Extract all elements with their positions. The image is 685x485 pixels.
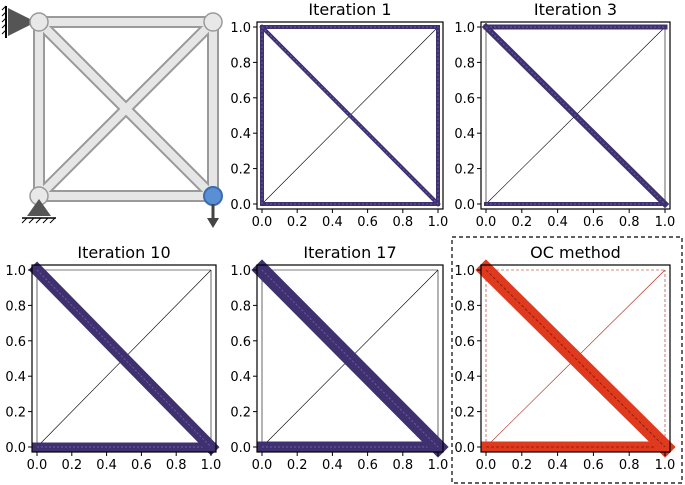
panel-iteration-17: Iteration 17 0.0 0.2 0.4 0.6 0.8 1.0 0.0 0.2 0.4 0… bbox=[230, 243, 449, 473]
x-tick-label: 1.0 bbox=[428, 215, 449, 230]
x-tick-label: 0.0 bbox=[252, 215, 273, 230]
wall-support-icon bbox=[1, 5, 36, 38]
member-centerline-diag-down bbox=[485, 26, 666, 205]
y-tick-label: 0.2 bbox=[230, 406, 251, 421]
y-tick-label: 0.2 bbox=[454, 406, 475, 421]
y-tick-label: 1.0 bbox=[230, 21, 251, 36]
x-tick-label: 0.4 bbox=[322, 458, 343, 473]
y-tick-label: 0.6 bbox=[454, 92, 475, 107]
x-tick-label: 0.2 bbox=[61, 458, 82, 473]
y-tick-label: 0.0 bbox=[230, 441, 251, 456]
truss-schematic-icon bbox=[1, 5, 223, 228]
y-tick-label: 0.0 bbox=[230, 198, 251, 213]
x-tick-label: 0.2 bbox=[287, 215, 308, 230]
x-tick-label: 0.6 bbox=[357, 215, 378, 230]
y-tick-label: 0.2 bbox=[5, 406, 26, 421]
y-tick-label: 0.0 bbox=[5, 441, 26, 456]
y-tick-label: 0.4 bbox=[230, 127, 251, 142]
y-tick-label: 0.6 bbox=[230, 335, 251, 350]
panel-title: Iteration 17 bbox=[303, 243, 396, 262]
axes-frame bbox=[256, 264, 444, 453]
x-tick-label: 0.0 bbox=[476, 458, 497, 473]
x-tick-label: 0.4 bbox=[322, 215, 343, 230]
x-tick-label: 1.0 bbox=[655, 215, 676, 230]
member-centerline-diag-down bbox=[36, 269, 212, 448]
highlight-frame bbox=[451, 236, 683, 484]
roller-support-icon bbox=[21, 199, 56, 224]
x-tick-label: 1.0 bbox=[428, 458, 449, 473]
panel-title: OC method bbox=[530, 243, 621, 262]
panel-oc-method: OC method 0.0 0.2 0.4 0.6 0.8 1.0 0.0 0.2 0.4 0.6 0… bbox=[451, 236, 683, 484]
x-tick-label: 0.8 bbox=[619, 215, 640, 230]
panel-title: Iteration 3 bbox=[534, 0, 617, 19]
x-tick-label: 0.4 bbox=[96, 458, 117, 473]
x-tick-label: 0.6 bbox=[583, 458, 604, 473]
x-tick-label: 0.8 bbox=[619, 458, 640, 473]
x-tick-label: 0.8 bbox=[166, 458, 187, 473]
y-tick-label: 0.8 bbox=[5, 299, 26, 314]
y-tick-label: 0.8 bbox=[230, 56, 251, 71]
y-tick-label: 0.2 bbox=[454, 163, 475, 178]
truss-members bbox=[33, 16, 219, 202]
axes-frame bbox=[480, 21, 671, 210]
x-tick-label: 0.8 bbox=[392, 215, 413, 230]
x-tick-label: 0.8 bbox=[392, 458, 413, 473]
panel-iteration-10: Iteration 10 0.0 0.2 0.4 0.6 0.8 1.0 0.0 0.2 0.4 0… bbox=[5, 243, 221, 473]
y-tick-label: 0.6 bbox=[454, 335, 475, 350]
y-tick-label: 0.4 bbox=[230, 370, 251, 385]
x-tick-label: 1.0 bbox=[655, 458, 676, 473]
x-tick-label: 0.0 bbox=[476, 215, 497, 230]
y-tick-label: 1.0 bbox=[230, 264, 251, 279]
y-tick-label: 1.0 bbox=[454, 264, 475, 279]
x-tick-label: 0.0 bbox=[27, 458, 48, 473]
y-tick-label: 0.0 bbox=[454, 198, 475, 213]
y-tick-label: 0.6 bbox=[230, 92, 251, 107]
y-tick-label: 1.0 bbox=[454, 21, 475, 36]
axes-frame bbox=[31, 264, 217, 453]
load-arrow-icon bbox=[207, 204, 219, 228]
y-tick-label: 0.4 bbox=[454, 370, 475, 385]
axes-frame bbox=[480, 264, 671, 453]
y-tick-label: 0.0 bbox=[454, 441, 475, 456]
axes-frame bbox=[256, 21, 444, 210]
panel-iteration-3: Iteration 3 0.0 0.2 0.4 0.6 0.8 1.0 0.0 0.2 0.4 0.… bbox=[454, 0, 675, 230]
x-tick-label: 0.4 bbox=[547, 458, 568, 473]
x-tick-label: 1.0 bbox=[201, 458, 222, 473]
x-tick-label: 0.6 bbox=[131, 458, 152, 473]
y-tick-label: 0.2 bbox=[230, 163, 251, 178]
load-node-icon bbox=[203, 186, 223, 206]
truss-nodes bbox=[29, 12, 223, 206]
x-tick-label: 0.0 bbox=[252, 458, 273, 473]
x-tick-label: 0.6 bbox=[357, 458, 378, 473]
panel-title: Iteration 10 bbox=[77, 243, 170, 262]
x-tick-label: 0.6 bbox=[583, 215, 604, 230]
y-tick-label: 0.4 bbox=[454, 127, 475, 142]
x-tick-label: 0.2 bbox=[511, 215, 532, 230]
x-tick-label: 0.2 bbox=[287, 458, 308, 473]
y-tick-label: 0.6 bbox=[5, 335, 26, 350]
panel-title: Iteration 1 bbox=[308, 0, 391, 19]
member-centerline-diag-down bbox=[261, 26, 439, 205]
x-tick-label: 0.2 bbox=[511, 458, 532, 473]
y-tick-label: 1.0 bbox=[5, 264, 26, 279]
y-tick-label: 0.8 bbox=[454, 56, 475, 71]
y-tick-label: 0.8 bbox=[230, 299, 251, 314]
member-centerline-diag-down bbox=[261, 269, 439, 448]
member-centerline-diag-down bbox=[485, 269, 666, 448]
y-tick-label: 0.4 bbox=[5, 370, 26, 385]
panel-iteration-1: Iteration 1 0.0 0.2 0.4 0.6 0.8 1.0 0.0 0.2 0.4 0.… bbox=[230, 0, 448, 230]
y-tick-label: 0.8 bbox=[454, 299, 475, 314]
x-tick-label: 0.4 bbox=[547, 215, 568, 230]
